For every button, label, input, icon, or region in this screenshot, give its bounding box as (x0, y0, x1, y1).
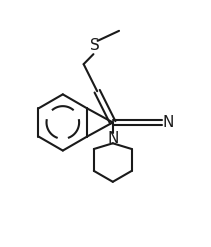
Text: S: S (90, 38, 100, 53)
Text: N: N (107, 131, 118, 145)
Text: N: N (163, 115, 174, 130)
